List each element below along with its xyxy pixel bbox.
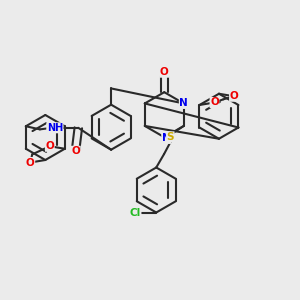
Text: S: S <box>167 132 174 142</box>
Text: O: O <box>71 146 80 156</box>
Text: N: N <box>179 98 188 108</box>
Text: O: O <box>45 141 54 151</box>
Text: Cl: Cl <box>130 208 141 218</box>
Text: O: O <box>210 98 219 107</box>
Text: O: O <box>160 67 169 77</box>
Text: O: O <box>26 158 35 167</box>
Text: O: O <box>230 91 238 101</box>
Text: NH: NH <box>47 123 63 133</box>
Text: N: N <box>162 134 170 143</box>
